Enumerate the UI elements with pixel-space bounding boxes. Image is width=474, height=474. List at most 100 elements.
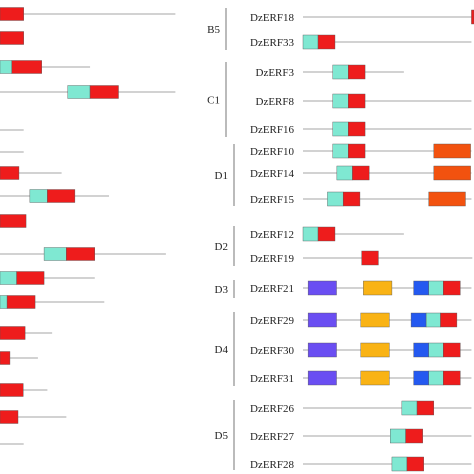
orange-domain-box (433, 143, 471, 159)
teal-domain-box (0, 295, 8, 309)
orange-domain-box (433, 165, 471, 181)
gold-domain-box (360, 370, 390, 386)
group-label: D4 (215, 344, 229, 356)
teal-domain-box (428, 342, 444, 358)
red-domain-box (348, 121, 366, 137)
red-domain-box (0, 410, 19, 424)
gene-label: DzERF21 (250, 283, 294, 295)
teal-domain-box (29, 189, 48, 203)
group-c1: C1 DzERF3 DzERF8 DzERF16 (207, 62, 472, 137)
group-label: D3 (215, 284, 229, 296)
teal-domain-box (43, 247, 67, 261)
red-domain-box (66, 247, 96, 261)
gene-label: DzERF19 (250, 253, 295, 265)
group-label: D1 (215, 170, 228, 182)
blue-domain-box (413, 370, 429, 386)
blue-domain-box (410, 312, 427, 328)
teal-domain-box (302, 226, 319, 242)
red-domain-box (443, 342, 461, 358)
group-d5: D5 DzERF26 DzERF27 DzERF28 (215, 400, 472, 472)
teal-domain-box (332, 93, 349, 109)
purple-domain-box (307, 312, 337, 328)
left-gene-row (0, 214, 27, 228)
red-domain-box (443, 280, 461, 296)
red-domain-box (405, 428, 423, 444)
teal-domain-box (390, 428, 406, 444)
teal-domain-box (332, 64, 349, 80)
left-gene-row (0, 326, 53, 340)
red-domain-box (348, 93, 366, 109)
teal-domain-box (332, 143, 349, 159)
teal-domain-box (332, 121, 349, 137)
teal-domain-box (0, 60, 13, 74)
blue-domain-box (413, 342, 429, 358)
red-domain-box (0, 351, 11, 365)
left-gene-row (0, 166, 62, 180)
gene-label: DzERF33 (250, 37, 295, 49)
gene-row: DzERF14 (250, 165, 472, 181)
group-label: D5 (215, 430, 229, 442)
red-domain-box (11, 60, 42, 74)
gold-domain-box (360, 312, 390, 328)
group-label: C1 (207, 95, 220, 107)
red-domain-box (416, 400, 435, 416)
gene-label: DzERF26 (250, 403, 295, 415)
gene-row: DzERF8 (256, 93, 472, 109)
gold-domain-box (360, 342, 390, 358)
gene-row: DzERF12 (250, 226, 404, 242)
gene-row: DzERF28 (250, 456, 472, 472)
left-gene-row (0, 295, 105, 309)
left-gene-row (0, 351, 38, 365)
red-domain-box (443, 370, 461, 386)
orange-domain-box (428, 191, 466, 207)
gene-label: DzERF29 (250, 315, 295, 327)
left-panel (0, 7, 176, 445)
red-domain-box (6, 295, 36, 309)
teal-domain-box (67, 85, 91, 99)
gene-label: DzERF3 (256, 67, 295, 79)
left-gene-row (0, 271, 95, 285)
gold-domain-box (363, 280, 393, 296)
gene-label: DzERF15 (250, 194, 295, 206)
gene-row: DzERF31 (250, 370, 472, 386)
blue-domain-box (413, 280, 429, 296)
red-domain-box (89, 85, 119, 99)
purple-domain-box (307, 280, 337, 296)
gene-row: DzERF30 (250, 342, 472, 358)
teal-domain-box (428, 370, 444, 386)
gene-row: DzERF18 (250, 9, 474, 25)
teal-domain-box (0, 271, 17, 285)
left-gene-row (0, 31, 24, 45)
red-domain-box (348, 143, 366, 159)
left-gene-row (0, 247, 166, 261)
red-domain-box (406, 456, 424, 472)
teal-domain-box (302, 34, 319, 50)
right-panel: B5DzERF18DzERF33C1DzERF3DzERF8DzERF16D1D… (207, 8, 474, 472)
gene-label: DzERF27 (250, 431, 295, 443)
gene-label: DzERF30 (250, 345, 295, 357)
group-b5: B5 DzERF18 DzERF33 (207, 8, 474, 50)
gene-row: DzERF29 (250, 312, 472, 328)
gene-row: DzERF19 (250, 250, 473, 266)
left-gene-row (0, 85, 176, 99)
gene-label: DzERF12 (250, 229, 294, 241)
gene-row: DzERF27 (250, 428, 472, 444)
gene-label: DzERF16 (250, 124, 295, 136)
teal-domain-box (428, 280, 444, 296)
red-domain-box (0, 166, 20, 180)
left-gene-row (0, 60, 91, 74)
red-domain-box (317, 226, 336, 242)
red-domain-box (440, 312, 458, 328)
gene-row: DzERF15 (250, 191, 472, 207)
gene-row: DzERF26 (250, 400, 472, 416)
red-domain-box (0, 7, 24, 21)
red-domain-box (348, 64, 366, 80)
red-domain-box (361, 250, 379, 266)
group-d3: D3 DzERF21 (215, 280, 472, 298)
teal-domain-box (327, 191, 344, 207)
red-domain-box (47, 189, 76, 203)
group-d1: D1 DzERF10 DzERF14 DzERF15 (215, 143, 472, 207)
left-gene-row (0, 7, 176, 21)
group-label: D2 (215, 241, 228, 253)
